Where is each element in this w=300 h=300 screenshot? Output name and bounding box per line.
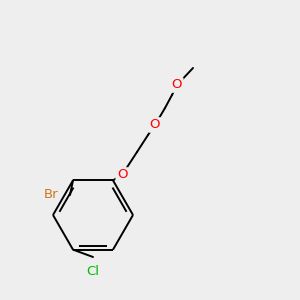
Text: Cl: Cl: [86, 265, 100, 278]
Text: O: O: [150, 118, 160, 131]
Text: Br: Br: [44, 188, 58, 202]
Text: O: O: [117, 169, 127, 182]
Text: O: O: [172, 79, 182, 92]
